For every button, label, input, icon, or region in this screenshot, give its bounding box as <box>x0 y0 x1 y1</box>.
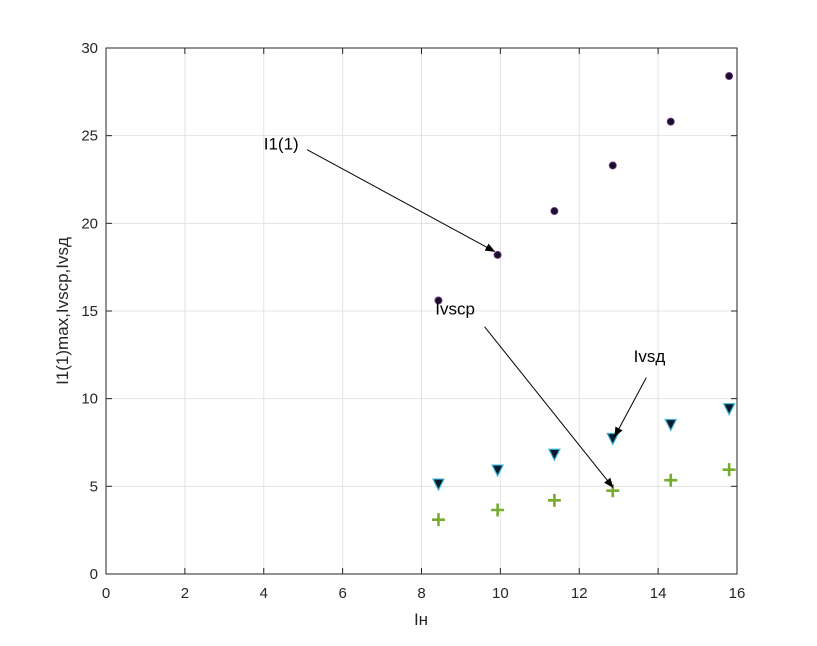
y-tick-label: 30 <box>81 40 98 57</box>
y-axis-label: I1(1)max,Ivscp,Ivsд <box>53 237 72 385</box>
data-point-circle <box>608 161 617 170</box>
x-tick-label: 12 <box>571 585 588 602</box>
data-point-circle <box>725 72 734 81</box>
x-tick-label: 14 <box>650 585 667 602</box>
x-tick-label: 2 <box>181 585 189 602</box>
axes <box>105 47 738 575</box>
data-points <box>431 72 736 527</box>
annotation-arrow <box>484 326 614 488</box>
data-point-triangle <box>547 448 561 462</box>
data-point-triangle <box>491 464 505 478</box>
x-tick-label: 8 <box>417 585 425 602</box>
data-point-circle <box>550 207 559 216</box>
y-tick-label: 5 <box>90 478 98 495</box>
x-tick-labels: 0 2 4 6 8 10 12 14 16 <box>102 585 746 602</box>
data-point-plus <box>431 513 445 527</box>
data-point-triangle <box>664 418 678 432</box>
data-point-triangle <box>722 403 736 417</box>
data-point-plus <box>491 503 505 517</box>
annotation-label: I1(1) <box>264 135 299 154</box>
y-tick-label: 15 <box>81 303 98 320</box>
x-tick-label: 6 <box>338 585 346 602</box>
data-point-triangle <box>431 478 445 492</box>
data-point-plus <box>547 493 561 507</box>
x-tick-label: 0 <box>102 585 110 602</box>
data-point-plus <box>664 473 678 487</box>
annotation-arrow <box>306 149 496 252</box>
y-tick-label: 10 <box>81 391 98 408</box>
x-tick-label: 4 <box>260 585 268 602</box>
annotations: I1(1) Ivscp Ivsд <box>264 135 666 488</box>
x-tick-label: 16 <box>729 585 746 602</box>
y-tick-label: 0 <box>90 566 98 583</box>
data-point-plus <box>722 463 736 477</box>
y-tick-labels: 0 5 10 15 20 25 30 <box>81 40 98 583</box>
data-point-circle <box>666 117 675 126</box>
annotation-arrow <box>614 377 647 438</box>
x-axis-label: Iн <box>414 610 428 629</box>
data-point-circle <box>493 250 502 259</box>
y-tick-label: 20 <box>81 215 98 232</box>
y-tick-label: 25 <box>81 128 98 145</box>
annotation-label: Ivsд <box>634 347 666 366</box>
data-point-circle <box>434 296 443 305</box>
grid-lines <box>106 48 737 574</box>
annotation-label: Ivscp <box>435 300 475 319</box>
x-tick-label: 10 <box>492 585 509 602</box>
